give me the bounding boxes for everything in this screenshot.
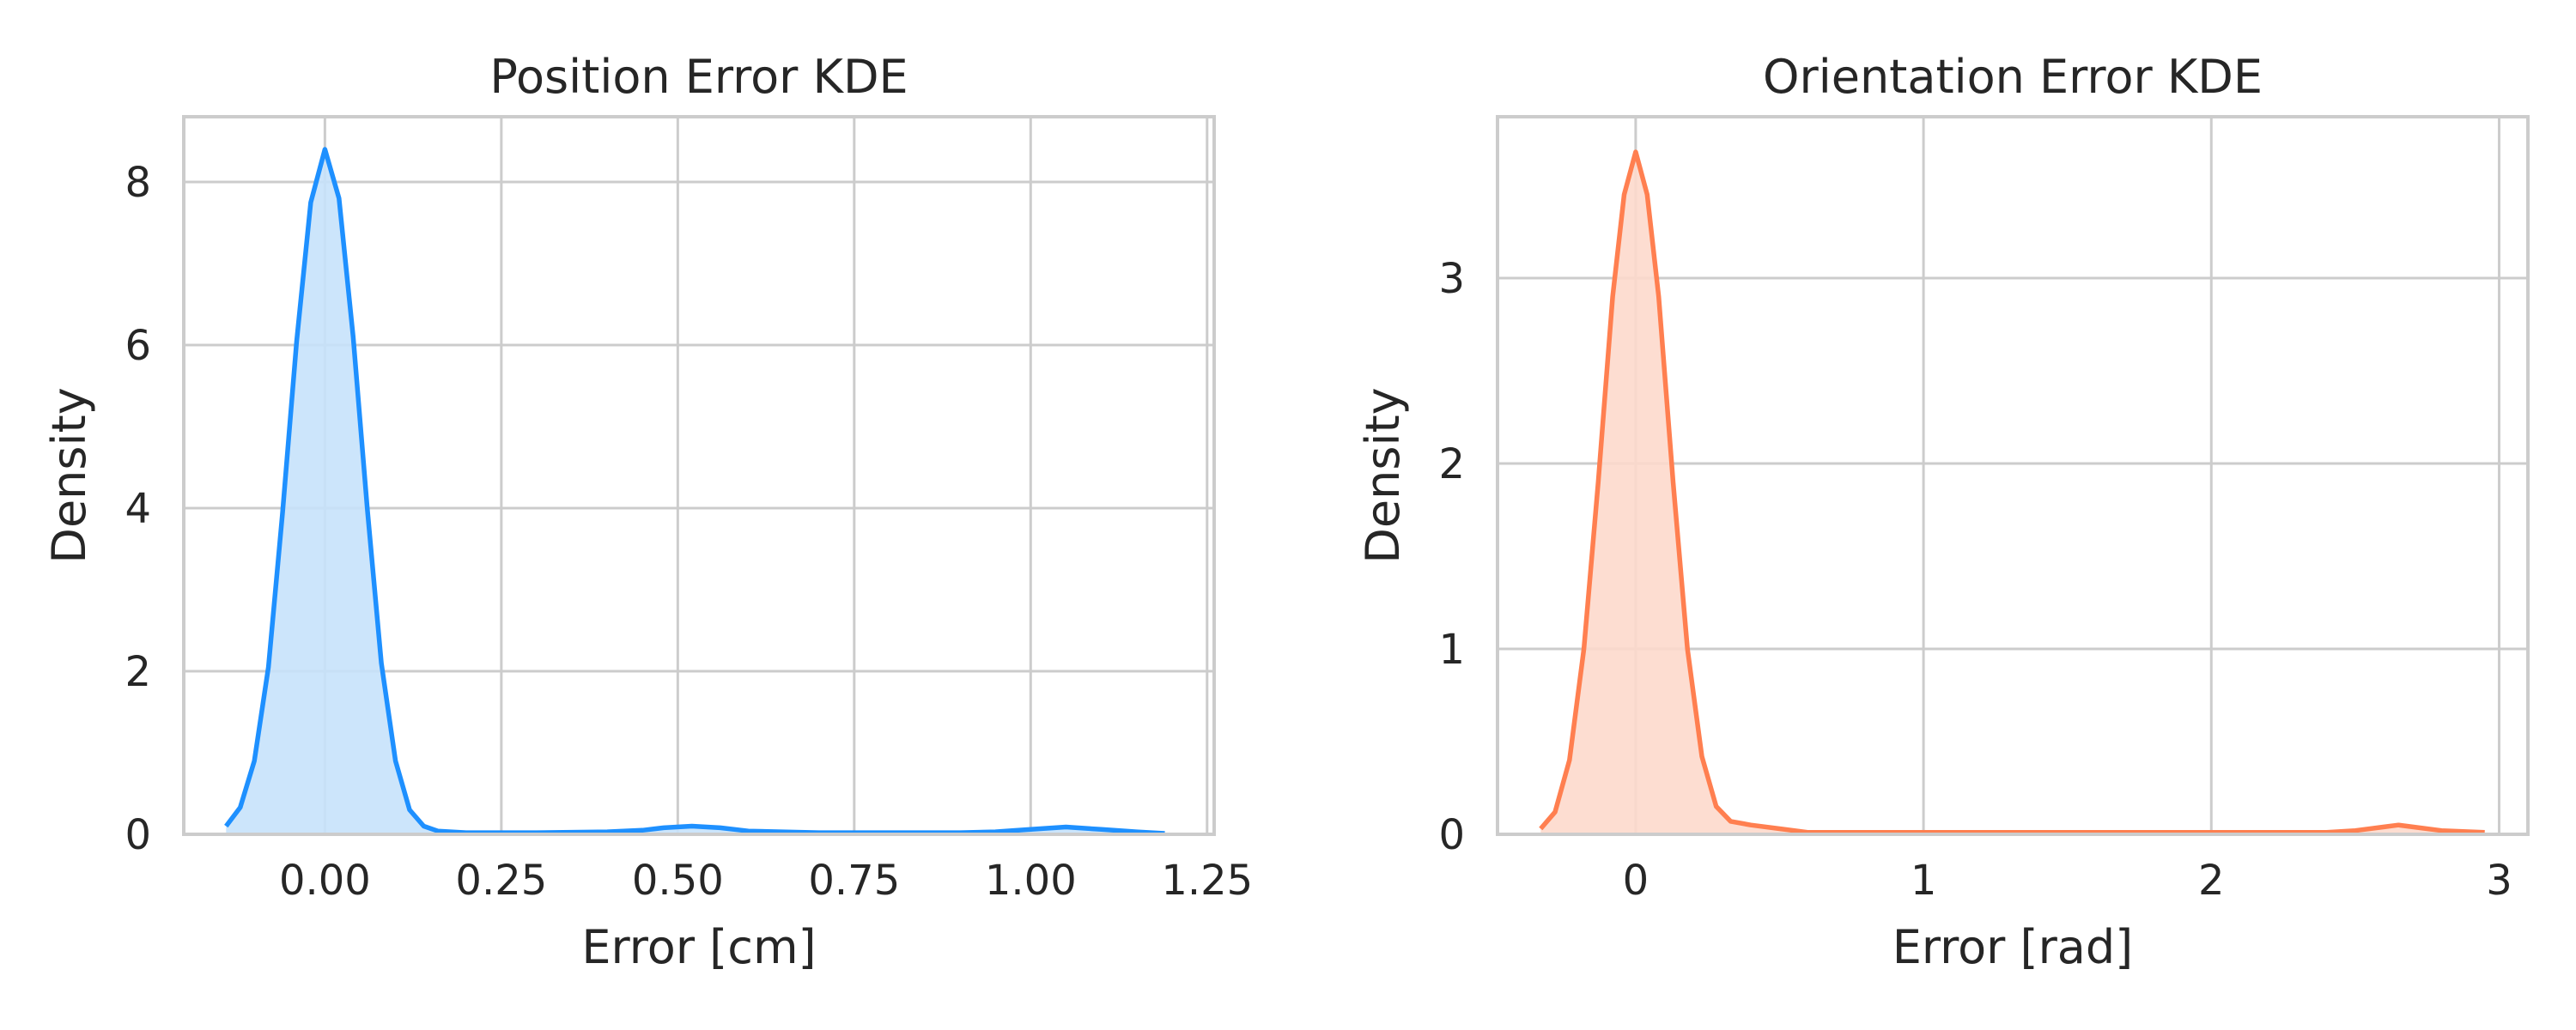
y-axis-label: Density [1356,387,1410,563]
x-tick-label: 3 [2486,857,2512,905]
x-axis-label: Error [cm] [581,920,816,974]
kde-area [1540,152,2485,834]
x-tick-label: 0.25 [455,857,547,905]
y-tick-label: 1 [1438,626,1465,674]
y-tick-label: 3 [1438,255,1465,303]
y-tick-label: 6 [125,322,151,370]
chart-title: Position Error KDE [489,50,908,104]
x-axis-label: Error [rad] [1893,920,2134,974]
axes-frame [1496,115,2530,836]
x-tick-label: 1.25 [1161,857,1253,905]
axes-frame [182,115,1216,836]
y-axis-label: Density [42,387,96,563]
position-error-panel: Position Error KDE Error [cm] Density 0.… [42,50,1253,974]
orientation-error-panel: Orientation Error KDE Error [rad] Densit… [1356,50,2530,974]
x-tick-label: 1 [1911,857,1937,905]
x-tick-label: 1.00 [985,857,1077,905]
kde-area [226,149,1165,834]
y-tick-label: 0 [125,811,151,859]
y-tick-label: 4 [125,485,151,533]
y-tick-label: 8 [125,159,151,207]
x-tick-label: 0.50 [632,857,724,905]
kde-line [1539,149,2485,835]
x-tick-label: 0.75 [808,857,900,905]
x-tick-label: 0.00 [279,857,371,905]
y-tick-label: 2 [1438,440,1465,488]
x-tick-label: 2 [2198,857,2225,905]
y-tick-label: 0 [1438,811,1465,859]
x-tick-label: 0 [1623,857,1649,905]
chart-title: Orientation Error KDE [1763,50,2263,104]
y-tick-label: 2 [125,648,151,696]
